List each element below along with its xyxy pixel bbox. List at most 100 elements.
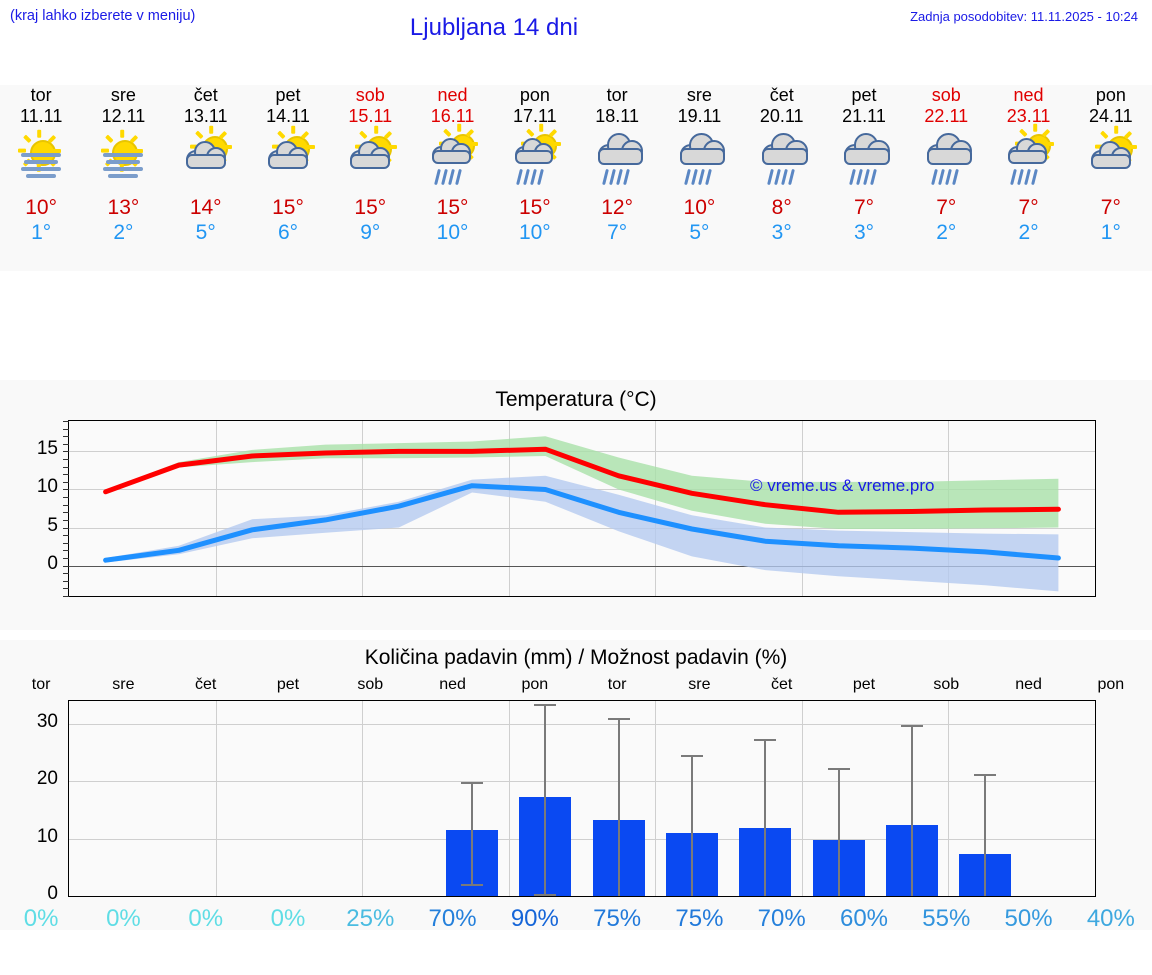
axis-tick [63,565,69,567]
rain-drop-icon [529,168,537,186]
precipitation-day-label: tor [607,676,627,693]
day-column-16.11[interactable]: ned 16.11 15° 10° [414,85,492,245]
day-name: ned [1013,85,1044,105]
rain-drop-icon [1016,168,1024,186]
day-min-temp: 3° [853,221,875,244]
sun-ray-icon [548,128,557,137]
fog-line-icon [108,174,139,178]
day-max-temp: 15° [354,196,387,219]
error-bar-line [617,718,620,896]
band-min_range [105,475,1059,592]
precipitation-probability-label: 70% [428,905,477,932]
last-update-text: Zadnja posodobitev: 11.11.2025 - 10:24 [910,9,1138,24]
sun-ray-icon [291,125,296,134]
error-bar-cap-top [827,767,850,770]
precipitation-probability-label: 0% [23,905,59,932]
day-column-12.11[interactable]: sre 12.11 13° 2° [84,85,162,245]
precipitation-probability-label: 55% [922,905,971,932]
sun-ray-icon [383,130,392,140]
error-bar-line [984,774,987,896]
sun-ray-icon [1124,130,1133,140]
sun-ray-icon [218,130,228,140]
rain-drop-icon [780,168,788,186]
rain-drop-icon [952,168,960,186]
day-date: 12.11 [101,106,146,126]
day-column-14.11[interactable]: pet 14.11 15° 6° [249,85,327,245]
error-bar-cap-bottom [534,894,557,896]
sun-ray-icon [1129,145,1138,149]
fog-line-icon [26,174,57,178]
sun-ray-icon [359,130,368,140]
cloud-body-icon [185,154,226,169]
sun-fog-icon [84,129,162,193]
sun-cloud-icon [331,125,409,193]
precipitation-probability-label: 0% [270,905,306,932]
precipitation-probability-label: 70% [757,905,806,932]
axis-tick [63,596,69,597]
day-max-temp: 7° [1100,196,1121,219]
day-column-19.11[interactable]: sre 19.11 10° 5° [660,85,738,245]
sun-ray-icon [539,124,543,132]
precipitation-day-label: tor [31,676,51,693]
precipitation-day-label: pon [1097,676,1125,693]
error-bar-cap-top [754,739,777,742]
axis-tick [63,428,69,430]
rain-drop-icon [856,168,863,186]
sun-ray-icon [223,145,233,149]
precipitation-probability-label: 50% [1004,905,1053,932]
precipitation-chart-panel: Količina padavin (mm) / Možnost padavin … [0,640,1152,932]
axis-tick [63,466,69,468]
sun-ray-icon [37,129,42,138]
day-column-22.11[interactable]: sob 22.11 7° 2° [907,85,985,245]
day-column-15.11[interactable]: sob 15.11 15° 9° [331,85,409,245]
day-column-13.11[interactable]: čet 13.11 14° 5° [167,85,245,245]
sun-ray-icon [119,129,124,138]
sun-ray-icon [105,134,114,144]
day-column-17.11[interactable]: pon 17.11 15° 10° [496,85,574,245]
precipitation-day-label: pon [521,676,549,693]
rain-drop-icon [1023,168,1031,186]
precipitation-probability-label: 0% [106,905,141,932]
gridline-vertical [215,701,217,896]
day-max-temp: 15° [272,196,304,219]
day-name: čet [193,85,218,105]
day-column-21.11[interactable]: pet 21.11 7° 3° [825,85,903,245]
precipitation-day-label: sre [112,676,135,693]
axis-tick [63,542,69,544]
day-min-temp: 5° [689,221,710,244]
sun-ray-icon [129,134,138,144]
error-bar-cap-top [607,718,630,721]
error-bar-line [764,739,767,896]
axis-tick [63,474,69,476]
day-date: 15.11 [348,106,393,126]
day-column-20.11[interactable]: čet 20.11 8° 3° [743,85,821,245]
day-column-18.11[interactable]: tor 18.11 12° 7° [578,85,656,245]
precipitation-day-label: ned [1015,676,1042,693]
rain-drop-icon [536,168,544,186]
precipitation-day-label: čet [195,676,217,693]
day-min-temp: 6° [277,221,299,244]
day-column-11.11[interactable]: tor 11.11 10° 1° [2,85,80,245]
day-name: sob [931,85,961,105]
cloud-body-icon [679,148,726,165]
axis-tick [63,519,69,521]
axis-tick [63,535,69,537]
precipitation-plot-area [68,700,1096,897]
day-min-temp: 3° [771,221,792,244]
day-name: sob [355,85,385,105]
precipitation-day-label: sob [933,676,960,693]
gridline-vertical [362,701,364,896]
sun-ray-icon [276,130,286,140]
day-column-23.11[interactable]: ned 23.11 7° 2° [990,85,1068,245]
day-date: 19.11 [677,106,722,126]
day-name: sre [110,85,136,105]
day-max-temp: 15° [518,196,551,219]
day-min-temp: 1° [1100,221,1121,244]
sun-ray-icon [443,128,452,137]
gridline-horizontal [69,527,1095,529]
day-column-24.11[interactable]: pon 24.11 7° 1° [1072,85,1150,245]
day-name: čet [769,85,794,105]
day-max-temp: 10° [25,196,58,219]
axis-tick [63,421,69,422]
gridline-vertical [508,701,510,896]
